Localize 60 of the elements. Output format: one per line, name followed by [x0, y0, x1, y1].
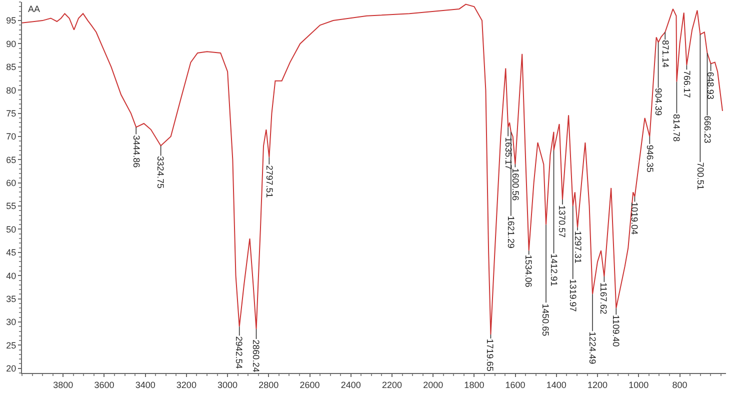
annotation: 1019.04	[630, 202, 640, 235]
annotation: 2797.51	[264, 165, 275, 198]
annotation: 2860.24	[251, 340, 262, 372]
y-tick-label: 90	[6, 38, 16, 49]
annotation: 766.17	[682, 70, 692, 98]
annotation: 648.93	[705, 72, 716, 100]
x-tick-label: 3000	[218, 380, 238, 390]
x-tick-label: 1200	[588, 380, 608, 390]
annotation: 2942.54	[234, 336, 244, 369]
y-tick-label: 85	[6, 62, 16, 72]
annotation: 871.14	[660, 40, 670, 68]
annotation: 1412.91	[549, 254, 560, 286]
x-tick-label: 1800	[464, 380, 484, 390]
annotation: AA	[28, 4, 40, 14]
y-tick-label: 75	[6, 108, 16, 118]
annotation: 1450.65	[540, 304, 551, 336]
annotation: 700.51	[696, 162, 706, 190]
y-tick-label: 95	[6, 16, 16, 26]
y-tick-label: 45	[6, 248, 16, 258]
y-tick-label: 25	[6, 340, 16, 350]
annotation: 666.23	[702, 116, 712, 144]
y-tick-label: 55	[6, 201, 16, 212]
y-tick-label: 80	[6, 85, 16, 96]
y-tick-label: 60	[6, 178, 16, 188]
annotation: 1167.62	[598, 282, 609, 314]
x-tick-label: 2400	[340, 380, 361, 390]
annotation: 814.78	[671, 114, 682, 142]
x-tick-label: 2600	[300, 380, 320, 390]
x-tick-label: 3200	[176, 380, 196, 390]
x-tick-label: 3400	[135, 380, 156, 390]
y-tick-label: 20	[6, 364, 16, 374]
annotation: 3444.86	[131, 135, 142, 168]
y-tick-label: 35	[6, 294, 16, 304]
annotation: 1224.49	[588, 332, 598, 364]
y-tick-label: 50	[6, 224, 16, 234]
x-tick-label: 800	[672, 380, 688, 390]
annotation: 1600.56	[510, 168, 521, 201]
annotation: 1109.40	[611, 314, 622, 347]
annotation: 1534.06	[523, 254, 534, 288]
x-tick-label: 3600	[94, 380, 114, 390]
y-tick-label: 70	[6, 132, 16, 142]
x-tick-label: 2800	[258, 380, 279, 390]
annotation: 1719.65	[485, 338, 496, 372]
y-tick-label: 65	[6, 154, 16, 165]
annotation: 1621.29	[506, 216, 516, 248]
x-tick-label: 2200	[382, 380, 402, 390]
annotation: 3324.75	[156, 156, 166, 189]
annotation: 1297.31	[572, 230, 583, 264]
annotation: 1370.57	[557, 205, 568, 238]
x-tick-label: 3800	[53, 380, 74, 390]
annotation: 1319.97	[568, 279, 578, 312]
y-tick-label: 40	[6, 270, 16, 281]
x-tick-label: 1600	[505, 380, 526, 390]
annotation: 1635.17	[503, 137, 514, 170]
annotation: 904.39	[654, 88, 664, 116]
x-tick-label: 1000	[628, 380, 649, 390]
x-tick-label: 1400	[546, 380, 566, 390]
x-tick-label: 2000	[423, 380, 444, 390]
annotation: 946.35	[645, 144, 656, 172]
y-tick-label: 30	[6, 317, 16, 328]
